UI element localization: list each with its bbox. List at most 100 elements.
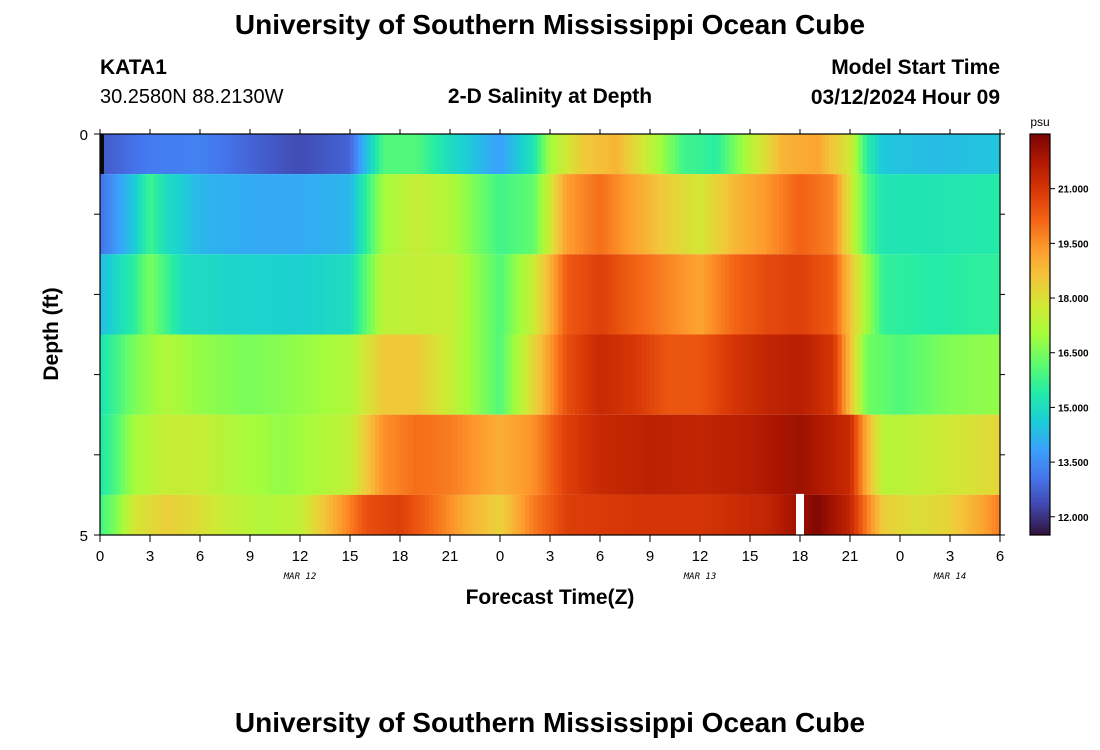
- heatmap-cell: [466, 494, 472, 535]
- heatmap-cell: [525, 134, 530, 175]
- heatmap-cell: [475, 134, 480, 175]
- heatmap-cell: [554, 134, 559, 175]
- heatmap-cell: [308, 134, 314, 175]
- heatmap-cell: [970, 174, 976, 255]
- heatmap-cell: [325, 254, 330, 335]
- heatmap-cell: [720, 174, 726, 255]
- heatmap-cell: [600, 134, 605, 175]
- heatmap-cell: [841, 254, 847, 335]
- heatmap-cell: [612, 174, 618, 255]
- heatmap-cell: [475, 494, 480, 535]
- heatmap-cell: [583, 134, 589, 175]
- heatmap-cell: [150, 494, 155, 535]
- heatmap-cell: [487, 134, 493, 175]
- heatmap-cell: [754, 494, 759, 535]
- heatmap-cell: [175, 414, 180, 495]
- heatmap-cell: [362, 414, 368, 495]
- heatmap-cell: [762, 174, 768, 255]
- heatmap-cell: [954, 494, 959, 535]
- heatmap-cell: [316, 334, 322, 415]
- heatmap-cell: [587, 494, 593, 535]
- heatmap-cell: [704, 414, 709, 495]
- heatmap-cell: [950, 334, 955, 415]
- heatmap-cell: [408, 254, 414, 335]
- heatmap-cell: [825, 254, 830, 335]
- heatmap-cell: [337, 414, 343, 495]
- heatmap-cell: [912, 254, 918, 335]
- heatmap-cell: [975, 494, 980, 535]
- heatmap-cell: [166, 254, 172, 335]
- heatmap-cell: [591, 334, 597, 415]
- heatmap-cell: [925, 494, 930, 535]
- heatmap-cell: [404, 134, 409, 175]
- heatmap-cell: [762, 254, 768, 335]
- heatmap-cell: [320, 174, 326, 255]
- heatmap-cell: [900, 494, 905, 535]
- heatmap-cell: [408, 414, 414, 495]
- heatmap-cell: [112, 494, 118, 535]
- heatmap-cell: [125, 494, 130, 535]
- heatmap-cell: [537, 494, 543, 535]
- heatmap-cell: [116, 174, 122, 255]
- heatmap-cell: [433, 254, 439, 335]
- heatmap-cell: [250, 334, 255, 415]
- heatmap-cell: [550, 414, 555, 495]
- heatmap-cell: [145, 334, 151, 415]
- heatmap-cell: [345, 254, 351, 335]
- heatmap-cell: [158, 134, 164, 175]
- heatmap-cell: [337, 494, 343, 535]
- heatmap-cell: [216, 494, 222, 535]
- heatmap-cell: [858, 254, 864, 335]
- heatmap-cell: [795, 134, 801, 175]
- heatmap-cell: [529, 174, 534, 255]
- heatmap-cell: [337, 254, 343, 335]
- heatmap-cell: [250, 414, 255, 495]
- heatmap-cell: [900, 334, 905, 415]
- heatmap-cell: [500, 414, 505, 495]
- heatmap-cell: [912, 494, 918, 535]
- heatmap-cell: [329, 334, 334, 415]
- heatmap-cell: [504, 334, 509, 415]
- heatmap-cell: [670, 414, 676, 495]
- heatmap-cell: [291, 254, 297, 335]
- heatmap-cell: [408, 494, 414, 535]
- heatmap-cell: [687, 494, 693, 535]
- heatmap-cell: [100, 414, 105, 495]
- heatmap-cell: [100, 174, 105, 255]
- station-coords: 30.2580N 88.2130W: [100, 86, 284, 108]
- heatmap-cell: [450, 414, 455, 495]
- colorbar-tick-label: 12.000: [1058, 513, 1089, 524]
- heatmap-cell: [154, 414, 159, 495]
- missing-data-gap: [796, 493, 804, 535]
- heatmap-cell: [679, 174, 684, 255]
- heatmap-cell: [420, 414, 426, 495]
- heatmap-cell: [854, 414, 859, 495]
- heatmap-cell: [500, 254, 505, 335]
- heatmap-cell: [204, 334, 209, 415]
- heatmap-cell: [870, 134, 876, 175]
- heatmap-cell: [245, 334, 251, 415]
- heatmap-cell: [554, 254, 559, 335]
- heatmap-cell: [716, 174, 722, 255]
- heatmap-cell: [300, 174, 305, 255]
- heatmap-cell: [254, 414, 259, 495]
- heatmap-cell: [850, 254, 855, 335]
- heatmap-cell: [404, 254, 409, 335]
- heatmap-cell: [979, 414, 984, 495]
- heatmap-cell: [150, 174, 155, 255]
- heatmap-cell: [870, 254, 876, 335]
- heatmap-cell: [270, 254, 276, 335]
- heatmap-cell: [262, 494, 268, 535]
- heatmap-cell: [904, 414, 909, 495]
- heatmap-cell: [100, 334, 105, 415]
- heatmap-cell: [766, 494, 772, 535]
- heatmap-cell: [379, 134, 384, 175]
- heatmap-cell: [429, 134, 434, 175]
- heatmap-cell: [308, 334, 314, 415]
- heatmap-cell: [391, 174, 397, 255]
- heatmap-cell: [625, 334, 630, 415]
- heatmap-cell: [533, 494, 539, 535]
- heatmap-cell: [187, 134, 193, 175]
- heatmap-cell: [145, 174, 151, 255]
- heatmap-cell: [266, 334, 272, 415]
